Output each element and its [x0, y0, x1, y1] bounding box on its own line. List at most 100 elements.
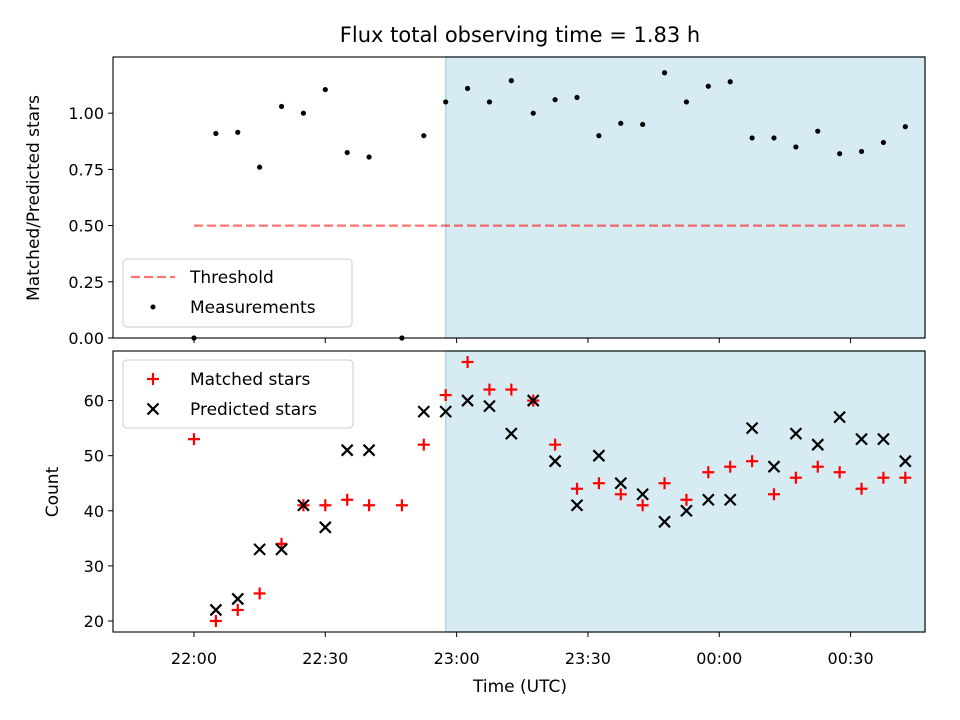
legend-measurements-label: Measurements [190, 298, 316, 318]
bottom-y-tick-label: 40 [84, 502, 104, 521]
bottom-y-tick-label: 20 [84, 612, 104, 631]
predicted-star-point [745, 421, 759, 435]
predicted-star-point [362, 443, 376, 457]
matched-star-point [505, 383, 518, 396]
predicted-star-point [811, 438, 825, 451]
top-y-ticks: 0.00 0.25 0.50 0.75 1.00 [68, 104, 113, 348]
matched-star-point [439, 389, 452, 402]
predicted-star-point [526, 394, 540, 407]
bottom-x-ticks: 22:00 22:30 23:00 23:30 00:00 00:30 [171, 632, 874, 668]
matched-star-point [231, 603, 244, 616]
bottom-y-ticks: 20 30 40 50 60 [84, 392, 113, 631]
top-highlight-span [444, 56, 926, 339]
top-y-tick-label: 1.00 [68, 104, 104, 123]
x-axis-label: Time (UTC) [472, 677, 567, 697]
legend-matched-swatch [147, 373, 159, 385]
predicted-star-point [833, 410, 846, 424]
predicted-star-point [417, 405, 431, 418]
matched-star-point [724, 460, 737, 473]
predicted-star-point [483, 399, 496, 413]
matched-star-point [899, 471, 912, 484]
matched-star-point [614, 488, 627, 501]
predicted-star-point [231, 592, 245, 606]
predicted-star-point [680, 504, 693, 518]
measurement-point [705, 83, 711, 89]
matched-star-point [658, 477, 671, 490]
matched-star-point [746, 455, 759, 468]
top-axes-frame [112, 56, 926, 339]
matched-star-point [702, 466, 715, 479]
measurement-point [443, 99, 449, 105]
measurement-point [640, 121, 646, 128]
matched-star-point [187, 433, 200, 446]
legend-predicted-swatch [146, 402, 160, 416]
measurement-point [596, 133, 602, 139]
measurement-point [486, 99, 493, 105]
matched-star-point [833, 466, 846, 479]
measurement-point [661, 70, 668, 76]
predicted-star-point [767, 460, 781, 473]
x-tick-label: 00:00 [696, 649, 742, 668]
measurement-point [344, 149, 350, 156]
top-y-tick-label: 0.25 [68, 273, 104, 292]
matched-star-point [855, 482, 868, 495]
measurement-points [191, 70, 908, 341]
predicted-star-point [253, 543, 266, 556]
predicted-star-point [855, 432, 868, 446]
bottom-y-tick-label: 30 [84, 557, 104, 576]
measurement-point [530, 110, 536, 116]
predicted-star-point [209, 603, 223, 617]
top-x-ticks [193, 338, 852, 343]
predicted-star-point [636, 487, 649, 501]
matched-star-point [636, 499, 649, 512]
predicted-star-point [877, 432, 890, 446]
measurement-point [727, 79, 733, 85]
measurement-point [464, 85, 471, 92]
predicted-star-point [702, 493, 715, 507]
predicted-star-point [461, 394, 474, 407]
matched-star-point [680, 493, 693, 506]
predicted-star-point [505, 427, 518, 440]
measurement-point [574, 94, 580, 101]
predicted-star-point [275, 543, 288, 556]
legend-measurements-swatch [150, 304, 156, 310]
matched-star-point [592, 477, 605, 490]
bottom-legend: Matched stars Predicted stars [122, 359, 354, 429]
x-tick-label: 00:30 [828, 649, 874, 668]
bottom-legend-box [122, 359, 354, 429]
x-tick-label: 22:00 [171, 649, 217, 668]
measurement-point [508, 78, 514, 84]
predicted-star-point [439, 405, 452, 418]
top-legend: Threshold Measurements [122, 258, 353, 328]
matched-star-point [417, 438, 430, 451]
matched-star-point [571, 482, 583, 495]
predicted-star-point [319, 521, 332, 534]
predicted-star-point [592, 449, 606, 462]
top-y-tick-label: 0.00 [68, 329, 104, 348]
measurement-point [880, 139, 887, 146]
predicted-star-point [899, 454, 912, 468]
legend-matched-label: Matched stars [190, 370, 310, 390]
legend-predicted-label: Predicted stars [190, 400, 317, 420]
top-y-axis-label: Matched/Predicted stars [24, 95, 44, 301]
measurement-point [771, 135, 777, 141]
predicted-star-point [570, 498, 584, 512]
predicted-star-point [614, 476, 628, 490]
measurement-point [902, 124, 908, 130]
predicted-star-point [297, 498, 310, 512]
x-tick-label: 22:30 [302, 649, 348, 668]
predicted-star-point [789, 427, 803, 440]
measurement-point [235, 129, 241, 135]
matched-star-point [549, 438, 562, 451]
bottom-highlight-span [444, 350, 926, 633]
top-y-tick-label: 0.50 [68, 217, 104, 236]
top-legend-box [122, 258, 353, 328]
measurement-point [213, 130, 219, 137]
top-panel: Flux total observing time = 1.83 h 0.000… [24, 23, 926, 348]
measurement-point [366, 154, 372, 160]
measurement-point [837, 151, 843, 157]
matched-star-point [461, 356, 474, 369]
matched-star-point [341, 493, 354, 506]
matched-star-point [877, 471, 890, 484]
matched-star-point [789, 471, 802, 484]
